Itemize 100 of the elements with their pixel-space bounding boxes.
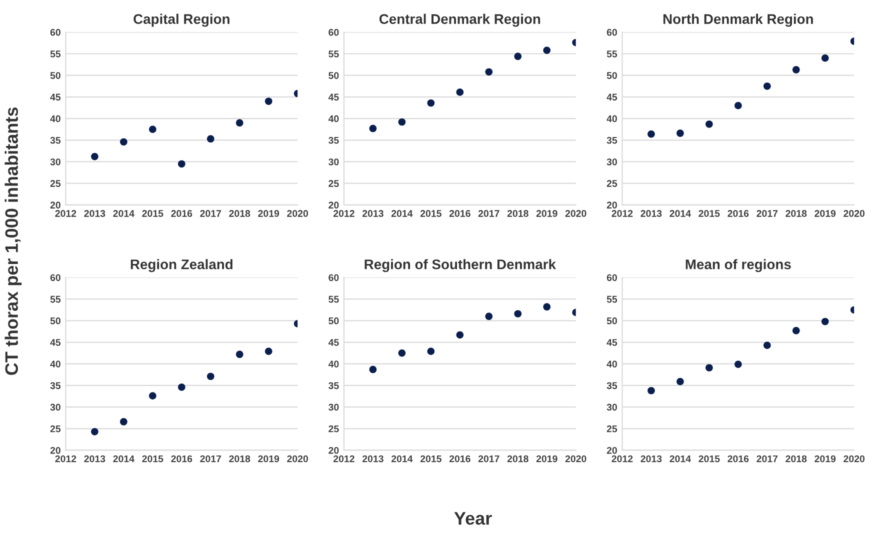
- point: [763, 82, 771, 90]
- point: [648, 130, 655, 138]
- chart-title: Capital Region: [134, 14, 230, 27]
- y-tick-label: 35: [606, 382, 618, 390]
- y-tick-label: 35: [50, 136, 61, 144]
- point: [792, 326, 800, 334]
- x-tick-label: 2018: [507, 455, 528, 462]
- y-tick-label: 35: [328, 136, 339, 144]
- x-tick-label: 2017: [200, 210, 222, 217]
- x-tick-label: 2017: [756, 210, 778, 217]
- point: [792, 66, 800, 74]
- chart-title: Region of Southern Denmark: [364, 259, 556, 272]
- point: [398, 118, 406, 126]
- y-tick-label: 30: [50, 404, 60, 411]
- point: [120, 418, 128, 426]
- y-tick-label: 20: [328, 202, 339, 209]
- x-tick-label: 2014: [391, 455, 413, 462]
- point: [91, 152, 98, 160]
- chart-title: Region Zealand: [130, 259, 232, 272]
- x-tick-label: 2017: [478, 455, 500, 462]
- y-tick-label: 30: [50, 158, 60, 166]
- x-tick-label: 2019: [258, 210, 280, 217]
- x-tick-label: 2018: [507, 210, 528, 217]
- y-tick-label: 30: [606, 404, 617, 411]
- x-tick-label: 2014: [391, 210, 413, 217]
- x-tick-label: 2018: [229, 455, 250, 462]
- y-tick-label: 60: [606, 28, 617, 36]
- point: [264, 348, 272, 356]
- x-tick-label: 2014: [113, 210, 134, 217]
- y-tick-label: 45: [606, 339, 618, 346]
- point: [734, 102, 742, 110]
- y-tick-label: 55: [50, 296, 61, 303]
- x-tick-label: 2017: [756, 455, 778, 462]
- y-tick-label: 50: [606, 72, 617, 79]
- x-tick-label: 2013: [640, 455, 662, 462]
- x-tick-label: 2013: [84, 455, 106, 462]
- y-tick-label: 30: [328, 158, 339, 166]
- y-tick-label: 35: [328, 382, 339, 390]
- point: [676, 130, 684, 137]
- chart-title: North Denmark Region: [663, 14, 813, 27]
- y-tick-label: 55: [606, 296, 618, 303]
- point: [236, 119, 244, 127]
- x-tick-label: 2016: [449, 455, 470, 462]
- chart-title: Mean of regions: [686, 259, 791, 272]
- y-tick-label: 55: [328, 296, 339, 303]
- x-tick-label: 2020: [565, 210, 586, 217]
- y-tick-label: 60: [328, 274, 339, 282]
- point: [676, 378, 684, 386]
- y-tick-label: 60: [50, 28, 60, 36]
- x-tick-label: 2014: [670, 455, 691, 462]
- point: [706, 120, 713, 128]
- x-tick-label: 2019: [536, 210, 558, 217]
- x-tick-label: 2020: [287, 210, 308, 217]
- point: [91, 428, 98, 436]
- point: [206, 372, 214, 380]
- y-tick-label: 45: [606, 94, 618, 101]
- x-tick-label: 2018: [786, 210, 807, 217]
- y-tick-label: 30: [606, 158, 617, 166]
- y-tick-label: 20: [50, 446, 60, 454]
- y-tick-label: 35: [606, 136, 618, 144]
- x-tick-label: 2013: [362, 455, 384, 462]
- y-tick-label: 45: [328, 94, 339, 101]
- y-tick-label: 55: [328, 50, 339, 58]
- point: [369, 366, 377, 374]
- y-tick-label: 20: [606, 202, 617, 209]
- point: [763, 342, 771, 349]
- y-tick-label: 20: [606, 446, 617, 454]
- y-tick-label: 50: [328, 72, 339, 79]
- x-tick-label: 2013: [640, 210, 662, 217]
- chart-title: Central Denmark Region: [379, 14, 540, 27]
- x-tick-label: 2016: [728, 455, 749, 462]
- point: [514, 310, 522, 318]
- x-tick-label: 2018: [786, 455, 807, 462]
- y-tick-label: 25: [328, 425, 339, 432]
- point: [514, 52, 522, 60]
- x-tick-label: 2020: [844, 455, 865, 462]
- x-tick-label: 2020: [565, 455, 586, 462]
- y-tick-label: 50: [50, 317, 60, 324]
- point: [148, 126, 156, 134]
- x-tick-label: 2020: [287, 455, 308, 462]
- x-tick-label: 2015: [420, 210, 442, 217]
- x-tick-label: 2016: [728, 210, 749, 217]
- point: [648, 386, 655, 394]
- point: [206, 135, 214, 143]
- x-tick-label: 2019: [536, 455, 558, 462]
- point: [485, 68, 493, 76]
- point: [543, 303, 551, 311]
- point: [543, 46, 551, 54]
- x-tick-label: 2020: [844, 210, 865, 217]
- x-tick-label: 2019: [814, 455, 836, 462]
- x-tick-label: 2015: [142, 210, 164, 217]
- y-tick-label: 25: [606, 180, 618, 187]
- point: [427, 99, 435, 107]
- y-tick-label: 50: [606, 317, 617, 324]
- point: [369, 124, 377, 132]
- point: [456, 88, 464, 96]
- y-tick-label: 30: [328, 404, 339, 411]
- x-tick-label: 2019: [258, 455, 280, 462]
- x-tick-label: 2017: [478, 210, 500, 217]
- point: [821, 318, 829, 326]
